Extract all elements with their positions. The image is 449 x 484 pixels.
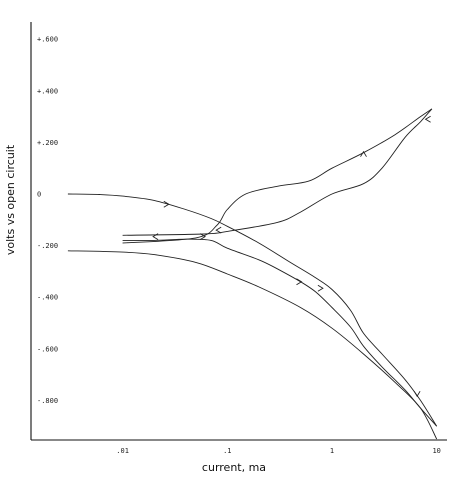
y-tick-label: -.800 bbox=[37, 397, 58, 405]
series-layer bbox=[67, 108, 438, 440]
series-line-4 bbox=[122, 108, 433, 236]
direction-arrow-right bbox=[296, 278, 303, 286]
direction-arrow-right bbox=[199, 233, 206, 240]
direction-arrow-up bbox=[360, 150, 367, 157]
x-tick-label: 1 bbox=[330, 447, 334, 455]
y-tick-label: +.200 bbox=[37, 139, 58, 147]
x-axis-label: current, ma bbox=[202, 461, 266, 474]
direction-arrow-right bbox=[163, 200, 170, 208]
x-tick-label: .01 bbox=[116, 447, 129, 455]
y-tick-label: 0 bbox=[37, 191, 41, 199]
direction-arrow-left bbox=[152, 233, 159, 240]
series-line-1 bbox=[67, 193, 438, 427]
x-tick-labels: .01 .1 1 10 bbox=[116, 447, 441, 455]
arrow-layer bbox=[152, 115, 431, 398]
y-tick-label: +.600 bbox=[37, 36, 58, 44]
y-tick-labels: +.600 +.400 +.200 0 -.200 -.400 -.600 -.800 bbox=[37, 36, 58, 405]
x-tick-label: .1 bbox=[223, 447, 231, 455]
x-tick-label: 10 bbox=[432, 447, 440, 455]
y-axis-label: volts vs open circuit bbox=[4, 144, 17, 255]
axes bbox=[30, 22, 447, 441]
direction-arrow-left bbox=[215, 226, 222, 234]
series-line-3 bbox=[122, 108, 433, 244]
y-tick-label: -.400 bbox=[37, 294, 58, 302]
direction-arrow-right bbox=[317, 284, 324, 292]
y-tick-label: -.200 bbox=[37, 242, 58, 250]
direction-arrow-left bbox=[424, 115, 431, 123]
y-tick-label: -.600 bbox=[37, 345, 58, 353]
direction-arrow-down bbox=[413, 390, 421, 398]
series-line-2 bbox=[122, 238, 438, 427]
y-tick-label: +.400 bbox=[37, 87, 58, 95]
series-line-5 bbox=[67, 250, 438, 440]
